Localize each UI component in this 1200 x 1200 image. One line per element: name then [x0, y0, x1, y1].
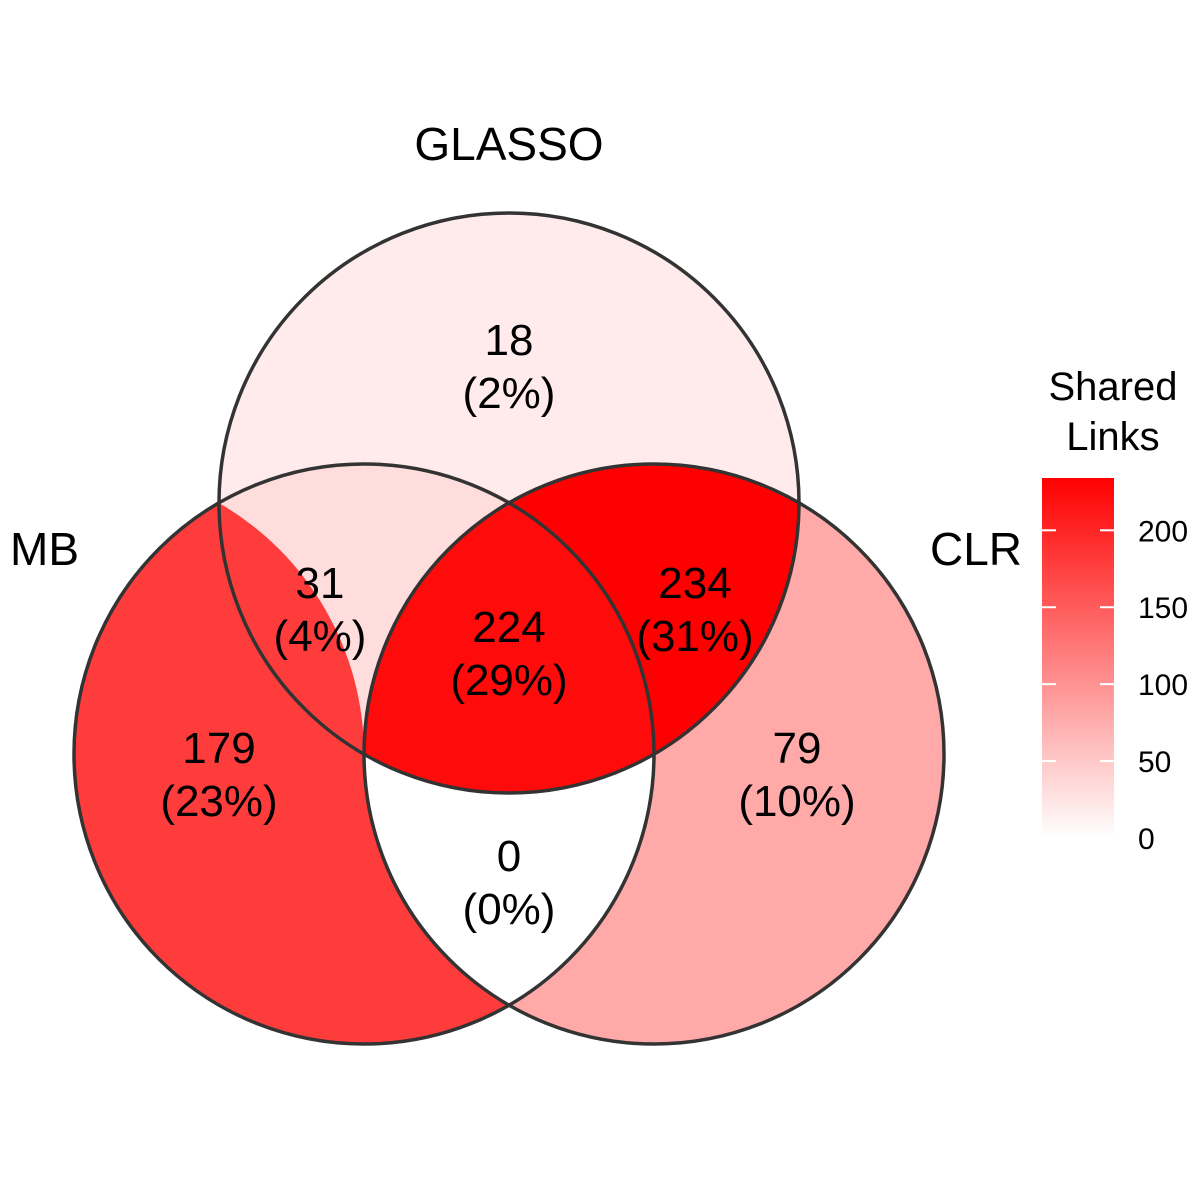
region-pct-glasso: (2%) — [463, 369, 556, 418]
region-labels: 18(2%) 31(4%) 224(29%) 234(31%) 179(23%) 79(1… — [160, 316, 855, 934]
region-pct-clr: (10%) — [738, 777, 855, 826]
region-mb — [74, 503, 509, 1044]
set-label-clr: CLR — [930, 523, 1022, 575]
set-label-glasso: GLASSO — [414, 118, 603, 170]
legend-tick-label: 100 — [1138, 669, 1188, 702]
region-pct-glasso-mb: (4%) — [274, 612, 367, 661]
legend-title-line: Shared — [1049, 365, 1178, 409]
region-pct-mb-clr: (0%) — [463, 885, 556, 934]
region-count-mb: 179 — [182, 724, 255, 773]
region-count-clr: 79 — [773, 724, 822, 773]
region-clr — [509, 503, 944, 1044]
venn-outlines — [72, 211, 946, 1046]
region-glasso — [219, 214, 799, 503]
region-pct-mb: (23%) — [160, 777, 277, 826]
region-count-mb-clr: 0 — [497, 832, 521, 881]
region-count-glasso: 18 — [485, 316, 534, 365]
legend-colorbar — [1042, 478, 1114, 838]
legend-tick-label: 200 — [1138, 515, 1188, 548]
circle-clr — [362, 462, 946, 1046]
region-count-glasso-mb: 31 — [296, 559, 345, 608]
legend-tick-label: 150 — [1138, 592, 1188, 625]
venn-regions — [74, 214, 944, 1044]
region-glasso-clr — [509, 464, 799, 754]
circle-mb — [72, 462, 656, 1046]
legend-title-line: Links — [1066, 415, 1159, 459]
set-label-mb: MB — [10, 523, 79, 575]
set-labels: GLASSO MB CLR — [10, 118, 1022, 575]
color-legend: Shared Links 0 50 100 150 200 — [1042, 365, 1188, 856]
region-count-glasso-clr: 234 — [658, 559, 731, 608]
region-glasso-mb-clr — [364, 503, 654, 793]
region-count-glasso-mb-clr: 224 — [472, 603, 545, 652]
region-pct-glasso-clr: (31%) — [636, 612, 753, 661]
region-pct-glasso-mb-clr: (29%) — [450, 656, 567, 705]
region-mb-clr — [364, 754, 654, 1005]
legend-tick-label: 50 — [1138, 746, 1171, 779]
legend-tick-label: 0 — [1138, 823, 1155, 856]
